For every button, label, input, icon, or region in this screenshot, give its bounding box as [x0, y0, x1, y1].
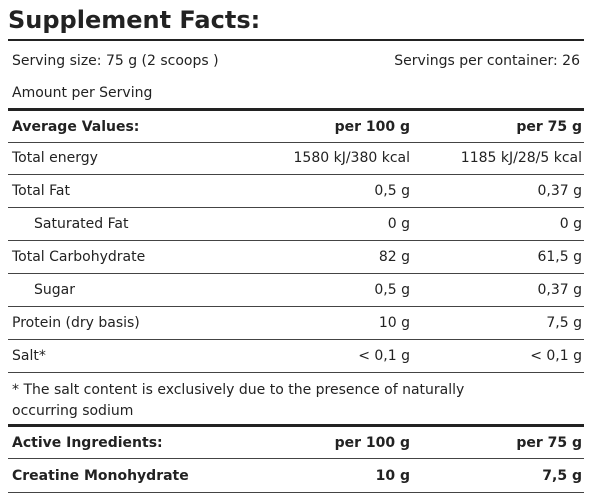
nutrient-row: Saturated Fat 0 g 0 g — [8, 208, 584, 241]
cell: Saturated Fat — [34, 216, 129, 232]
footnote: * The salt content is exclusively due to… — [12, 382, 465, 419]
cell: 7,5 g — [542, 467, 582, 484]
cell: 7,5 g — [546, 315, 582, 331]
cell: Creatine Monohydrate — [12, 467, 189, 484]
nutrient-row: Salt* < 0,1 g < 0,1 g — [8, 340, 584, 373]
cell: 0 g — [387, 216, 410, 232]
cell: Salt* — [12, 348, 46, 364]
nutrient-row: Protein (dry basis) 10 g 7,5 g — [8, 307, 584, 340]
nutrient-row: Total Fat 0,5 g 0,37 g — [8, 175, 584, 208]
serving-size: Serving size: 75 g (2 scoops ) — [12, 53, 219, 69]
nutrient-row: Total Carbohydrate 82 g 61,5 g — [8, 241, 584, 274]
cell: 10 g — [375, 467, 410, 484]
rule — [8, 424, 584, 427]
cell: 0,37 g — [537, 183, 582, 199]
header-cell: per 75 g — [516, 118, 582, 135]
cell: Sugar — [34, 282, 75, 298]
cell: < 0,1 g — [358, 348, 410, 364]
cell: Total Carbohydrate — [12, 249, 146, 265]
cell: Total Fat — [12, 183, 70, 199]
cell: 61,5 g — [537, 249, 582, 265]
cell: 10 g — [378, 315, 410, 331]
header-row: Average Values: per 100 g per 75 g — [8, 111, 584, 143]
nutrient-row: Sugar 0,5 g 0,37 g — [8, 274, 584, 307]
title: Supplement Facts: — [8, 6, 261, 34]
amount-per-serving: Amount per Serving — [12, 85, 153, 101]
active-row: Creatine Monohydrate 10 g 7,5 g — [8, 459, 584, 493]
cell: 0 g — [559, 216, 582, 232]
cell: 0,37 g — [537, 282, 582, 298]
header-cell: per 100 g — [334, 434, 410, 451]
header-cell: per 75 g — [516, 434, 582, 451]
servings-per-container: Servings per container: 26 — [394, 53, 580, 69]
cell: 0,5 g — [374, 282, 410, 298]
header-cell: Average Values: — [12, 118, 140, 135]
cell: 1185 kJ/28/5 kcal — [460, 150, 582, 166]
cell: 1580 kJ/380 kcal — [293, 150, 410, 166]
header-cell: per 100 g — [334, 118, 410, 135]
header-cell: Active Ingredients: — [12, 434, 163, 451]
active-header-row: Active Ingredients: per 100 g per 75 g — [8, 427, 584, 459]
cell: < 0,1 g — [530, 348, 582, 364]
rule — [8, 39, 584, 41]
nutrient-row: Total energy 1580 kJ/380 kcal 1185 kJ/28/5… — [8, 142, 584, 175]
cell: 82 g — [378, 249, 410, 265]
cell: Total energy — [12, 150, 98, 166]
rule — [8, 108, 584, 111]
cell: Protein (dry basis) — [12, 315, 140, 331]
cell: 0,5 g — [374, 183, 410, 199]
